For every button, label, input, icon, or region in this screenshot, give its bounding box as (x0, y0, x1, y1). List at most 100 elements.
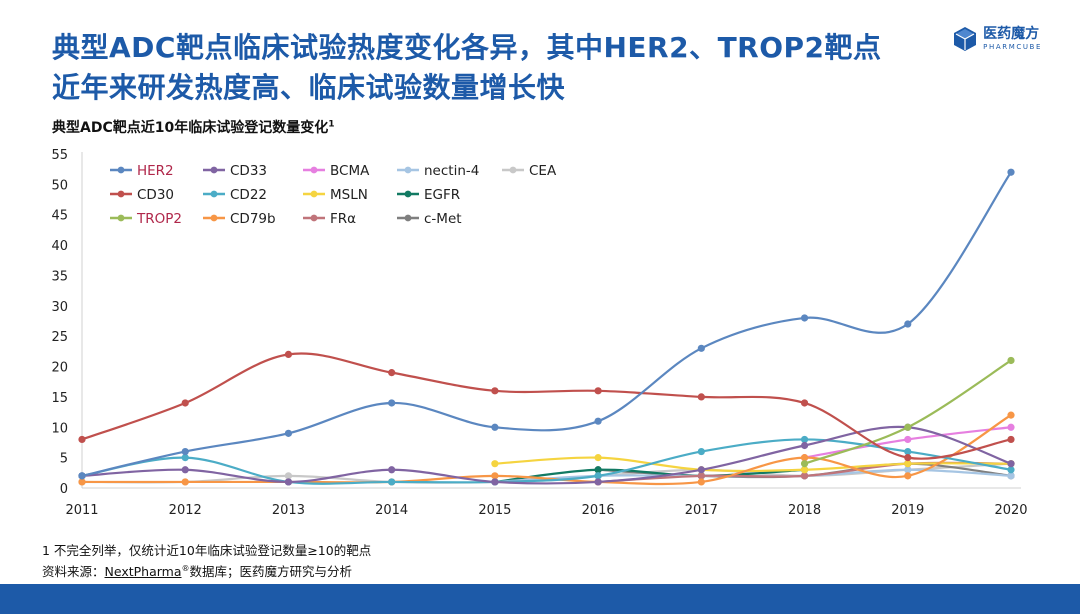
y-tick-label-25: 25 (51, 330, 68, 345)
legend-marker-nectin-4 (404, 166, 412, 174)
data-point-cd79b-2020 (1007, 411, 1015, 419)
data-point-cd33-2013 (284, 478, 293, 486)
data-point-cd22-2016 (594, 472, 602, 480)
pharmcube-logo: 医药魔方 PHARMCUBE (953, 26, 1042, 52)
data-point-nectin-4-2019 (904, 466, 912, 474)
data-point-cd22-2014 (388, 478, 396, 486)
y-tick-label-15: 15 (51, 391, 68, 406)
legend-label-fr: FRα (330, 211, 356, 227)
y-tick-label-45: 45 (51, 209, 68, 224)
page-title: 典型ADC靶点临床试验热度变化各异，其中HER2、TROP2靶点 近年来研发热度… (52, 28, 952, 108)
data-point-cd33-2020 (1007, 460, 1015, 468)
source-link[interactable]: NextPharma (104, 564, 182, 580)
line-chart: 0 5 10 15 20 25 30 35 40 45 50 55 2011 2012 2013 2014 20… (51, 148, 1027, 518)
data-point-her2-2016 (594, 417, 602, 425)
data-point-cd33-2017 (697, 466, 705, 474)
data-point-cd30-2011 (78, 435, 86, 444)
legend-marker-egfr (404, 190, 412, 198)
legend-label-cea: CEA (529, 163, 557, 179)
legend-label-msln: MSLN (330, 187, 368, 203)
data-point-cd33-2014 (388, 466, 396, 474)
legend-label-cd79b: CD79b (230, 211, 276, 227)
legend-marker-trop2 (117, 214, 125, 222)
footnotes: 1 不完全列举，仅统计近10年临床试验登记数量≥10的靶点 资料来源：NextP… (42, 542, 371, 581)
legend-marker-c-met (404, 214, 412, 222)
x-tick-label-2015: 2015 (478, 503, 511, 518)
data-point-nectin-4-2020 (1007, 472, 1015, 480)
y-tick-label-40: 40 (51, 239, 68, 254)
y-tick-label-10: 10 (51, 421, 68, 436)
data-point-cd30-2012 (181, 399, 189, 407)
data-point-msln-2019 (904, 460, 912, 468)
page-title-line1: 典型ADC靶点临床试验热度变化各异，其中HER2、TROP2靶点 (52, 31, 882, 64)
data-point-her2-2014 (388, 399, 396, 407)
data-point-cd33-2018 (800, 441, 809, 450)
data-point-cd33-2016 (594, 478, 602, 486)
legend-label-c-met: c-Met (424, 211, 462, 227)
data-point-cd79b-2012 (181, 478, 189, 486)
data-point-cd79b-2011 (78, 478, 86, 486)
data-point-cd22-2012 (181, 454, 189, 462)
data-point-bcma-2020 (1007, 423, 1015, 431)
y-tick-label-30: 30 (51, 300, 68, 315)
data-point-cd30-2019 (904, 454, 912, 462)
data-point-her2-2013 (284, 429, 293, 437)
chart-title-footnote-mark: 1 (328, 119, 335, 130)
data-point-her2-2020 (1007, 168, 1015, 176)
data-point-msln-2016 (594, 454, 602, 462)
y-tick-label-0: 0 (60, 482, 68, 497)
cube-logo-icon (954, 27, 977, 51)
footer-bar (0, 584, 1080, 614)
logo-english-name: PHARMCUBE (983, 43, 1042, 51)
data-point-cd79b-2017 (697, 478, 705, 486)
data-point-cd22-2020 (1007, 466, 1015, 474)
legend-label-cd33: CD33 (230, 163, 267, 179)
data-point-cd79b-2015 (491, 472, 499, 480)
series-line-cd30 (81, 352, 1012, 460)
y-tick-label-20: 20 (51, 361, 68, 376)
data-point-her2-2012 (181, 447, 189, 456)
data-point-cd30-2017 (697, 393, 705, 401)
x-tick-label-2014: 2014 (375, 503, 408, 518)
series-line-cd79b (81, 414, 1012, 486)
data-point-her2-2018 (800, 314, 809, 322)
x-tick-label-2016: 2016 (582, 503, 615, 518)
data-point-fr-2018 (800, 472, 809, 480)
data-point-fr-2017 (697, 472, 705, 480)
data-point-cd22-2018 (800, 435, 809, 444)
series-line-cd22 (81, 438, 1012, 485)
source-note: 资料来源：NextPharma®数据库；医药魔方研究与分析 (42, 560, 371, 581)
y-tick-label-5: 5 (60, 452, 68, 467)
source-suffix: 数据库；医药魔方研究与分析 (189, 564, 353, 580)
x-tick-label-2020: 2020 (994, 503, 1027, 518)
data-point-trop2-2019 (904, 423, 912, 431)
data-point-cd30-2014 (388, 369, 396, 377)
data-point-her2-2015 (491, 423, 499, 431)
x-tick-label-2011: 2011 (65, 503, 98, 518)
x-tick-label-2017: 2017 (685, 503, 718, 518)
page-title-line2: 近年来研发热度高、临床试验数量增长快 (52, 71, 566, 104)
legend-marker-cd79b (210, 214, 218, 222)
legend-label-nectin-4: nectin-4 (424, 163, 479, 179)
legend-label-bcma: BCMA (330, 163, 370, 179)
legend-label-trop2: TROP2 (136, 211, 182, 227)
source-prefix: 资料来源： (42, 564, 105, 580)
data-point-her2-2019 (904, 320, 912, 328)
legend-marker-cd30 (117, 190, 125, 198)
y-tick-label-35: 35 (51, 269, 68, 284)
x-tick-label-2012: 2012 (169, 503, 202, 518)
legend-label-her2: HER2 (137, 163, 174, 179)
data-point-cd30-2016 (594, 387, 602, 395)
data-point-cd33-2015 (491, 478, 499, 486)
x-tick-label-2019: 2019 (891, 503, 924, 518)
data-point-cd33-2012 (181, 466, 189, 474)
legend-marker-cd33 (210, 166, 218, 174)
logo-chinese-name: 医药魔方 (983, 26, 1040, 42)
series-line-msln (494, 456, 1012, 473)
legend-marker-cd22 (210, 190, 218, 198)
series-line-egfr (494, 468, 805, 484)
x-tick-label-2013: 2013 (272, 503, 305, 518)
legend-marker-msln (310, 190, 318, 198)
legend-marker-her2 (117, 166, 125, 174)
legend-marker-cea (509, 166, 517, 174)
